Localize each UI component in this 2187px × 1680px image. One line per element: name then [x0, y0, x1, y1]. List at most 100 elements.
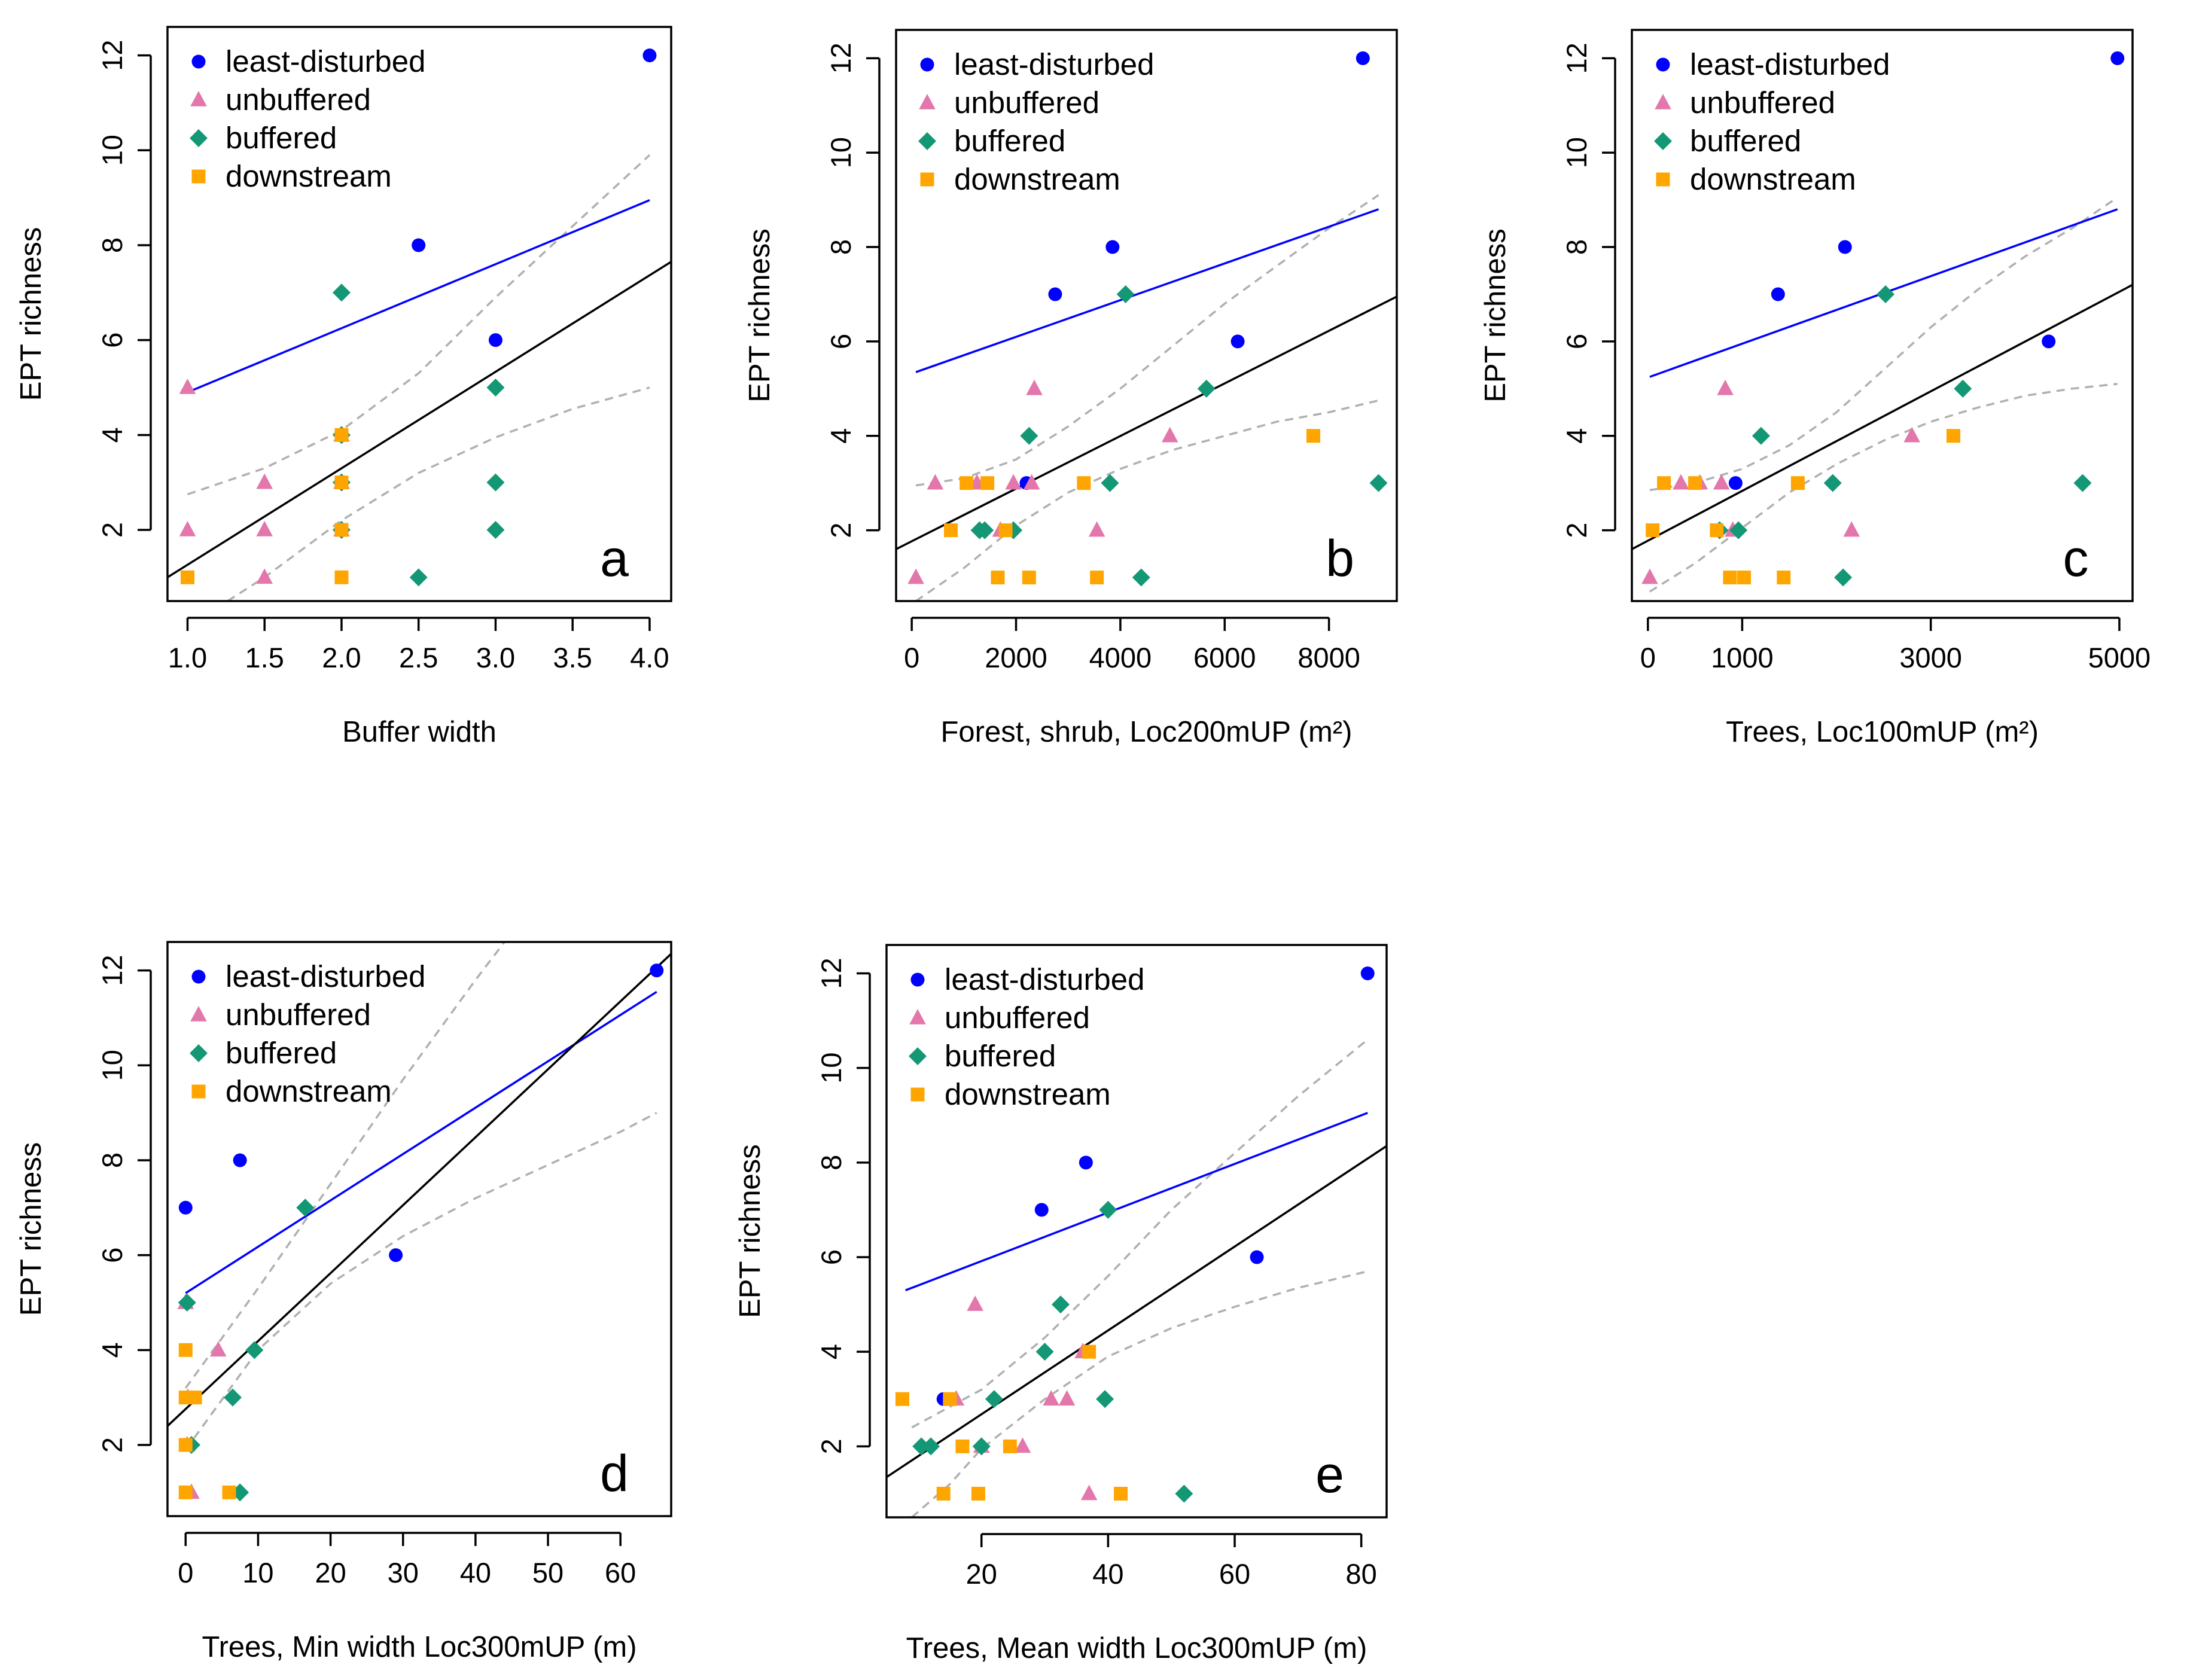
legend-label-buffered: buffered [226, 1036, 337, 1070]
point-downstream [998, 523, 1013, 538]
series-downstream [895, 1344, 1128, 1501]
point-least-disturbed [1034, 1203, 1049, 1217]
point-unbuffered [1026, 379, 1043, 395]
point-unbuffered [1903, 426, 1920, 443]
legend: least-disturbed unbuffered buffered downstr… [918, 47, 1155, 196]
confidence-band-upper [187, 154, 651, 496]
y-axis: 2 4 6 8 10 12 [815, 958, 871, 1454]
point-downstream [1090, 571, 1104, 585]
legend-label-least-disturbed: least-disturbed [1690, 47, 1890, 81]
y-axis: 2 4 6 8 10 12 [1561, 42, 1616, 538]
point-least-disturbed [642, 48, 657, 63]
point-buffered [972, 1437, 991, 1456]
legend-label-unbuffered: unbuffered [226, 83, 371, 117]
point-least-disturbed [1048, 287, 1062, 301]
y-tick-label: 8 [96, 1152, 128, 1168]
point-buffered [922, 1437, 940, 1456]
point-unbuffered [1058, 1390, 1076, 1406]
x-tick-label: 3.0 [476, 642, 515, 673]
point-downstream [1777, 571, 1791, 585]
point-downstream [936, 1486, 951, 1501]
y-tick-label: 4 [815, 1344, 847, 1359]
point-unbuffered [256, 520, 273, 536]
y-axis: 2 4 6 8 10 12 [96, 955, 152, 1453]
point-downstream [1003, 1439, 1017, 1453]
point-buffered [332, 283, 351, 302]
legend: least-disturbed unbuffered buffered downstr… [190, 44, 426, 193]
point-buffered [1020, 426, 1038, 445]
point-downstream [1077, 476, 1091, 490]
y-tick-label: 2 [825, 523, 857, 538]
point-buffered [178, 1293, 196, 1312]
point-least-disturbed [1838, 240, 1852, 254]
x-tick-label: 80 [1346, 1558, 1377, 1590]
x-tick-label: 2.5 [399, 642, 438, 673]
legend-label-downstream: downstream [1690, 162, 1856, 196]
confidence-band-upper [184, 942, 505, 1389]
point-unbuffered [179, 520, 196, 536]
fit-line-least-disturbed [915, 208, 1379, 373]
series-buffered [912, 1200, 1193, 1503]
point-unbuffered [1005, 474, 1022, 490]
y-tick-label: 10 [825, 137, 857, 168]
x-axis: 1.0 1.5 2.0 2.5 3.0 3.5 4.0 [168, 617, 669, 673]
series-downstream [944, 429, 1320, 585]
confidence-band-lower [1649, 383, 2118, 593]
x-tick-label: 30 [388, 1557, 419, 1588]
point-downstream [1646, 523, 1660, 538]
legend-marker-unbuffered [909, 1009, 926, 1025]
point-unbuffered [1673, 474, 1689, 490]
legend-marker-least-disturbed [191, 54, 206, 69]
y-tick-label: 8 [1561, 239, 1592, 255]
point-least-disturbed [1079, 1155, 1093, 1170]
legend-label-least-disturbed: least-disturbed [954, 47, 1155, 81]
point-downstream [1022, 571, 1036, 585]
x-axis-title: Trees, Mean width Loc300mUP (m) [906, 1632, 1367, 1664]
point-downstream [1082, 1344, 1096, 1359]
fit-line-least-disturbed [905, 1112, 1368, 1292]
plot-frame [166, 26, 672, 602]
panel-letter: e [1315, 1446, 1344, 1504]
point-unbuffered [210, 1341, 227, 1357]
point-buffered [976, 521, 994, 539]
y-tick-label: 6 [1561, 334, 1592, 349]
point-downstream [1790, 476, 1805, 490]
confidence-band-lower [911, 1270, 1368, 1517]
x-tick-label: 2.0 [322, 642, 361, 673]
point-buffered [1369, 474, 1388, 492]
point-buffered [1096, 1390, 1114, 1408]
y-tick-label: 12 [1561, 42, 1592, 74]
y-axis-title: EPT richness [15, 1142, 47, 1316]
legend-marker-unbuffered [190, 91, 207, 106]
legend-marker-least-disturbed [920, 57, 934, 72]
point-buffered [2073, 474, 2092, 492]
legend-marker-unbuffered [190, 1006, 207, 1022]
series-least-disturbed [178, 964, 664, 1263]
point-downstream [971, 1486, 985, 1501]
fit-line-all [1632, 283, 2133, 550]
plot-frame [895, 29, 1398, 602]
confidence-band-lower [184, 1112, 657, 1450]
legend-label-unbuffered: unbuffered [954, 86, 1099, 120]
panels: 1.0 1.5 2.0 2.5 3.0 3.5 4.0 Buffer width 2 4 6 8 10 1… [15, 26, 2151, 1664]
x-tick-label: 3000 [1899, 642, 1962, 673]
y-tick-label: 12 [96, 955, 128, 986]
legend-label-downstream: downstream [226, 159, 392, 193]
point-unbuffered [1088, 521, 1105, 537]
point-unbuffered [179, 378, 196, 394]
legend-label-least-disturbed: least-disturbed [945, 962, 1145, 996]
legend-marker-buffered [1654, 132, 1672, 150]
x-tick-label: 3.5 [553, 642, 592, 673]
series-unbuffered [907, 379, 1178, 584]
y-axis-title: EPT richness [744, 228, 776, 402]
point-downstream [895, 1392, 909, 1406]
point-downstream [943, 1392, 957, 1406]
legend-marker-least-disturbed [191, 969, 206, 984]
legend-label-unbuffered: unbuffered [945, 1001, 1090, 1035]
series-buffered [970, 285, 1388, 587]
x-tick-label: 10 [242, 1557, 273, 1588]
point-unbuffered [1014, 1437, 1031, 1453]
y-axis-title: EPT richness [734, 1144, 766, 1318]
y-tick-label: 4 [96, 1342, 128, 1358]
fit-line-all [167, 261, 671, 578]
